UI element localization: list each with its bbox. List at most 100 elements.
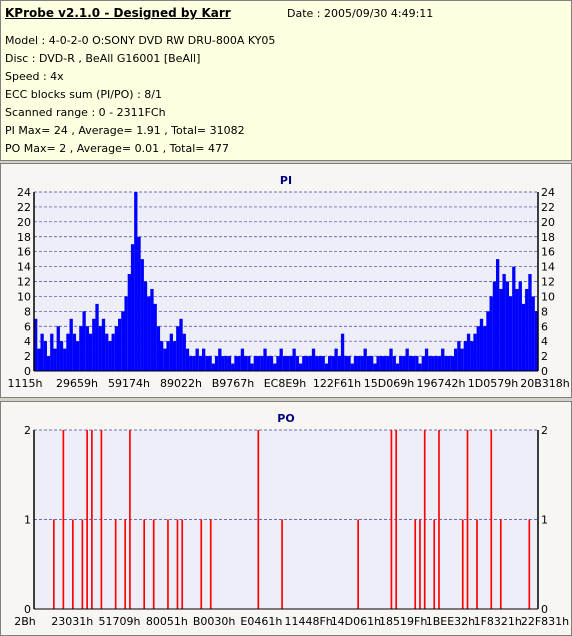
pi-bar <box>350 363 354 371</box>
po-bar <box>528 519 531 609</box>
po-bar <box>438 430 440 609</box>
po-x-tick: 18519Fh <box>379 615 427 628</box>
pi-x-tick: 1115h <box>8 377 43 390</box>
pi-bar <box>176 326 180 371</box>
pi-bar <box>311 348 316 372</box>
pi-bar <box>250 363 254 371</box>
pi-bar <box>315 356 319 371</box>
pi-bar <box>76 341 80 371</box>
po-bar <box>200 519 203 609</box>
po-bar <box>395 430 398 609</box>
pi-bar <box>82 311 86 371</box>
pi-bar <box>402 356 406 371</box>
pi-y-tick-left: 12 <box>17 276 31 289</box>
pi-bar <box>412 356 416 371</box>
pi-bar <box>269 356 274 371</box>
pi-bar <box>476 326 480 371</box>
pi-y-tick-left: 10 <box>17 290 31 303</box>
pi-x-tick: 1D0579h <box>468 377 518 390</box>
pi-bar <box>105 333 109 371</box>
pi-bar <box>525 288 529 371</box>
po-bar <box>423 430 426 609</box>
pi-bar <box>447 356 451 371</box>
pi-bar <box>515 288 519 371</box>
pi-y-tick-right: 8 <box>541 305 548 318</box>
pi-x-tick: 196742h <box>417 377 466 390</box>
pi-bar <box>473 333 477 371</box>
pi-bar <box>508 296 513 371</box>
pi-bar <box>337 356 341 371</box>
pi-bar <box>505 281 509 371</box>
pi-y-tick-right: 14 <box>541 261 555 274</box>
pi-bar <box>218 348 222 372</box>
pi-bar <box>395 363 400 371</box>
pi-y-tick-right: 24 <box>541 186 555 199</box>
pi-y-tick-left: 0 <box>24 365 31 378</box>
po-x-tick: 2Bh <box>14 615 36 628</box>
pi-bar <box>101 318 106 371</box>
po-bar <box>181 519 184 609</box>
pi-bar <box>434 356 438 371</box>
po-bar <box>499 519 502 609</box>
pi-bar <box>389 348 393 372</box>
pi-bar <box>360 356 364 371</box>
pi-y-tick-right: 12 <box>541 276 555 289</box>
pi-bar <box>46 356 51 371</box>
pi-bar <box>182 333 186 371</box>
pi-bar <box>40 333 44 371</box>
po-bar <box>152 519 155 609</box>
pi-bar <box>379 356 383 371</box>
pi-bar <box>512 266 516 371</box>
pi-bar <box>172 341 177 371</box>
pi-bar <box>156 326 161 371</box>
po-bar <box>490 430 493 609</box>
po-x-tick: 23031h <box>51 615 93 628</box>
pi-bar <box>34 318 38 371</box>
pi-bar <box>237 356 241 371</box>
pi-bar <box>266 356 270 371</box>
po-summary-line: PO Max= 2 , Average= 0.01 , Total= 477 <box>5 142 229 155</box>
po-bar <box>62 430 65 609</box>
pi-bar <box>53 348 57 372</box>
pi-bar <box>189 356 193 371</box>
pi-bar <box>59 341 64 371</box>
pi-y-tick-left: 2 <box>24 350 31 363</box>
pi-bar <box>528 274 532 371</box>
info-panel: KProbe v2.1.0 - Designed by Karr Date : … <box>0 0 572 161</box>
pi-bar <box>121 311 125 371</box>
pi-y-tick-right: 4 <box>541 335 548 348</box>
pi-bar <box>240 348 245 372</box>
pi-bar <box>205 356 209 371</box>
po-bar <box>419 519 421 609</box>
pi-bar <box>463 341 467 371</box>
po-bar <box>390 430 393 609</box>
pi-y-tick-left: 6 <box>24 320 31 333</box>
po-bar <box>81 519 84 609</box>
po-bar <box>257 430 260 609</box>
pi-bar <box>160 341 164 371</box>
pi-bar <box>386 356 390 371</box>
pi-bar <box>118 318 122 371</box>
pi-bar <box>111 333 115 371</box>
po-bar <box>461 519 464 609</box>
disc-line: Disc : DVD-R , BeAll G16001 [BeAll] <box>5 52 201 65</box>
pi-bar <box>124 296 128 371</box>
pi-bar <box>421 356 425 371</box>
pi-bar <box>418 363 422 371</box>
po-bar <box>114 519 117 609</box>
po-chart: PO 0 0 1 1 2 2 2Bh 23031h 51709h 80051h B0030h E0461… <box>14 412 569 628</box>
pi-x-tick: 89022h <box>160 377 202 390</box>
po-bar <box>86 430 88 609</box>
pi-bar <box>202 348 206 372</box>
pi-bar <box>373 363 377 371</box>
ecc-line: ECC blocks sum (PI/PO) : 8/1 <box>5 88 162 101</box>
pi-bar <box>431 356 435 371</box>
pi-bar <box>88 333 93 371</box>
pi-y-tick-left: 20 <box>17 216 31 229</box>
po-bar <box>176 519 179 609</box>
po-y-tick-left: 2 <box>24 424 31 437</box>
pi-bar <box>534 311 539 371</box>
pi-bar <box>357 356 361 371</box>
po-bar <box>100 430 103 609</box>
pi-bar <box>328 356 332 371</box>
